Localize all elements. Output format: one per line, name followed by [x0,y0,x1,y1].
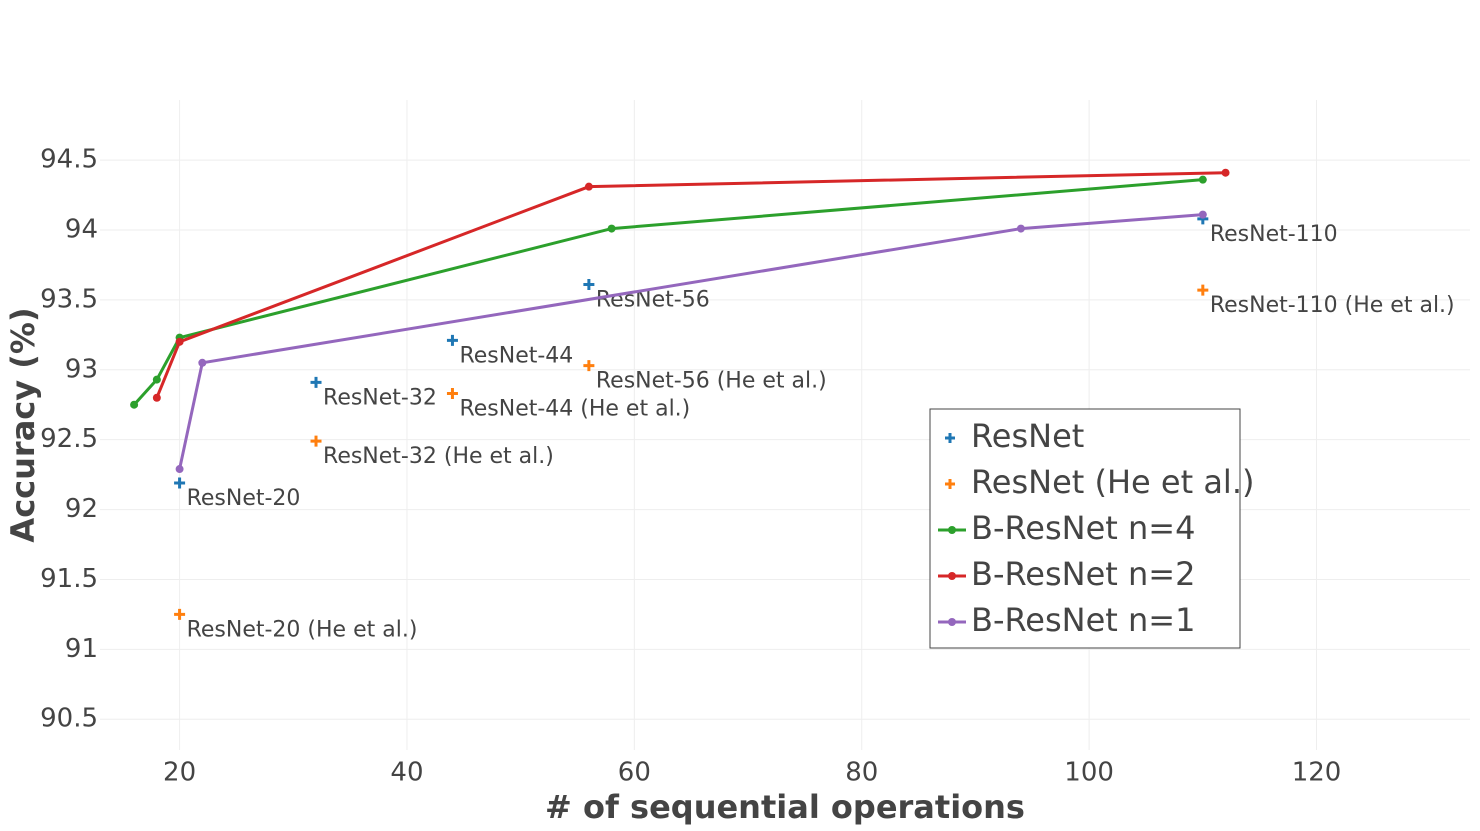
legend-label: ResNet (He et al.) [971,463,1254,501]
x-tick-label: 60 [618,758,651,788]
series-line [178,213,1203,470]
y-tick-label: 92 [65,494,98,524]
point [130,400,139,409]
point [175,337,184,346]
point [152,393,161,402]
y-tick-label: 91.5 [40,564,98,594]
legend-marker [948,526,956,534]
series-line [155,171,1226,399]
point [1198,175,1207,184]
legend-label: B-ResNet n=1 [971,601,1195,639]
x-tick-label: 40 [390,758,423,788]
point [1221,168,1230,177]
point [584,182,593,191]
point-label: ResNet-32 [323,385,437,410]
x-tick-label: 120 [1292,758,1342,788]
legend-label: B-ResNet n=2 [971,555,1195,593]
point [1197,284,1209,296]
y-tick-label: 90.5 [40,704,98,734]
legend-marker [945,433,955,443]
point [1198,210,1207,219]
point-label: ResNet-56 [596,288,710,313]
point [446,388,458,400]
point-label: ResNet-110 (He et al.) [1210,293,1455,318]
point [174,608,186,620]
y-axis-title: Accuracy (%) [4,307,42,542]
x-tick-label: 100 [1064,758,1114,788]
x-tick-label: 20 [163,758,196,788]
grid [100,100,1470,750]
point-label: ResNet-110 [1210,222,1338,247]
point [310,435,322,447]
y-tick-label: 94 [65,215,98,245]
point [583,360,595,372]
point-label: ResNet-20 (He et al.) [187,617,418,642]
point [174,477,186,489]
point [583,279,595,291]
point-label: ResNet-44 (He et al.) [459,397,690,422]
point-label: ResNet-32 (He et al.) [323,444,554,469]
legend-marker [948,572,956,580]
y-tick-label: 93 [65,354,98,384]
y-tick-label: 92.5 [40,424,98,454]
legend-marker [945,479,955,489]
point [446,334,458,346]
point-label: ResNet-44 [459,343,573,368]
y-tick-label: 91 [65,634,98,664]
point [152,375,161,384]
point-label: ResNet-20 [187,486,301,511]
legend-box [929,408,1241,649]
y-tick-label: 94.5 [40,145,98,175]
point-label: ResNet-56 (He et al.) [596,369,827,394]
x-tick-label: 80 [845,758,878,788]
point [1016,224,1025,233]
point [198,358,207,367]
point [310,376,322,388]
y-tick-label: 93.5 [40,284,98,314]
point [607,224,616,233]
legend: ResNet ResNet (He et al.) B-ResNet n=4 B-Re… [929,408,1254,649]
x-axis-title: # of sequential operations [545,788,1025,826]
point [175,465,184,474]
legend-label: ResNet [971,417,1084,455]
legend-label: B-ResNet n=4 [971,509,1195,547]
legend-marker [948,618,956,626]
